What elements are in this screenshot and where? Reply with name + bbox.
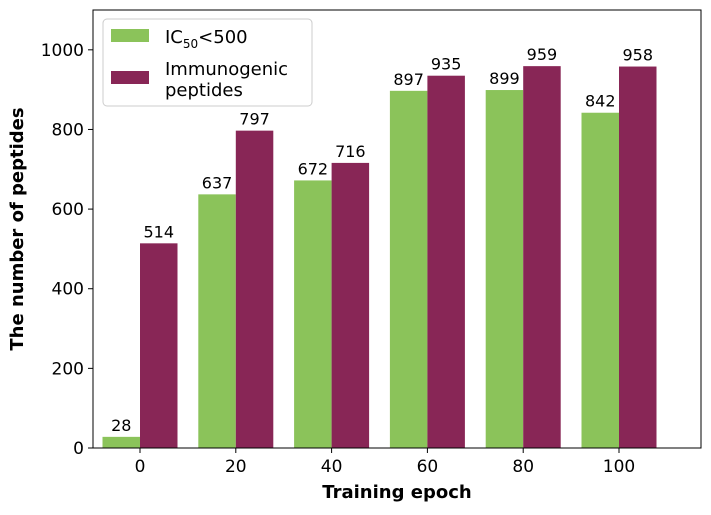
data-label-immunogenic-100: 958 (622, 46, 653, 65)
bar-ic50-80 (485, 90, 524, 448)
y-tick-label: 1000 (41, 41, 84, 61)
bar-immunogenic-80 (523, 66, 561, 448)
bar-ic50-40 (294, 180, 332, 448)
legend-label-immunogenic-line2: peptides (165, 80, 243, 101)
data-labels: 28 637 672 897 899 842 514 797 716 935 959 958 (111, 45, 653, 435)
x-tick-label: 40 (321, 457, 343, 477)
bar-ic50-0 (102, 436, 140, 448)
legend-box (102, 18, 313, 107)
data-label-ic50-100: 842 (585, 92, 616, 111)
plot-frame (92, 9, 702, 449)
y-tick-label: 400 (52, 280, 84, 300)
data-label-immunogenic-40: 716 (335, 142, 366, 161)
bars (102, 66, 657, 449)
data-label-immunogenic-80: 959 (527, 45, 558, 64)
data-label-ic50-80: 899 (489, 69, 520, 88)
y-axis-label: The number of peptides (7, 107, 28, 350)
y-tick-label: 800 (52, 120, 84, 140)
x-tick-label: 0 (135, 457, 146, 477)
data-label-immunogenic-60: 935 (431, 55, 462, 74)
bar-immunogenic-60 (427, 75, 465, 448)
y-tick-label: 0 (73, 439, 84, 459)
legend: IC50<500 Immunogenic peptides (102, 18, 313, 107)
data-label-immunogenic-20: 797 (239, 110, 270, 129)
x-axis-ticks: 0 20 40 60 80 100 (135, 448, 635, 477)
x-axis-label: Training epoch (322, 482, 471, 503)
data-label-ic50-60: 897 (393, 70, 424, 89)
data-label-immunogenic-0: 514 (143, 222, 174, 241)
legend-swatch-ic50 (111, 29, 149, 42)
legend-label-immunogenic-line1: Immunogenic (165, 59, 288, 80)
bar-ic50-60 (389, 90, 428, 449)
data-label-ic50-0: 28 (111, 416, 131, 435)
bar-immunogenic-100 (619, 66, 657, 449)
y-tick-label: 200 (52, 359, 84, 379)
y-axis-ticks: 0 200 400 600 800 1000 (41, 41, 93, 459)
y-tick-label: 600 (52, 200, 84, 220)
x-tick-label: 100 (603, 457, 635, 477)
bar-immunogenic-20 (235, 130, 274, 448)
bar-ic50-100 (581, 112, 619, 449)
data-label-ic50-20: 637 (202, 173, 233, 192)
x-tick-label: 20 (225, 457, 247, 477)
bar-immunogenic-40 (331, 162, 370, 448)
x-tick-label: 60 (417, 457, 439, 477)
legend-label-ic50: IC50<500 (165, 27, 248, 51)
x-tick-label: 80 (512, 457, 534, 477)
data-label-ic50-40: 672 (298, 159, 329, 178)
bar-immunogenic-0 (140, 243, 178, 448)
legend-swatch-immunogenic (111, 71, 149, 84)
bar-ic50-20 (198, 194, 236, 448)
